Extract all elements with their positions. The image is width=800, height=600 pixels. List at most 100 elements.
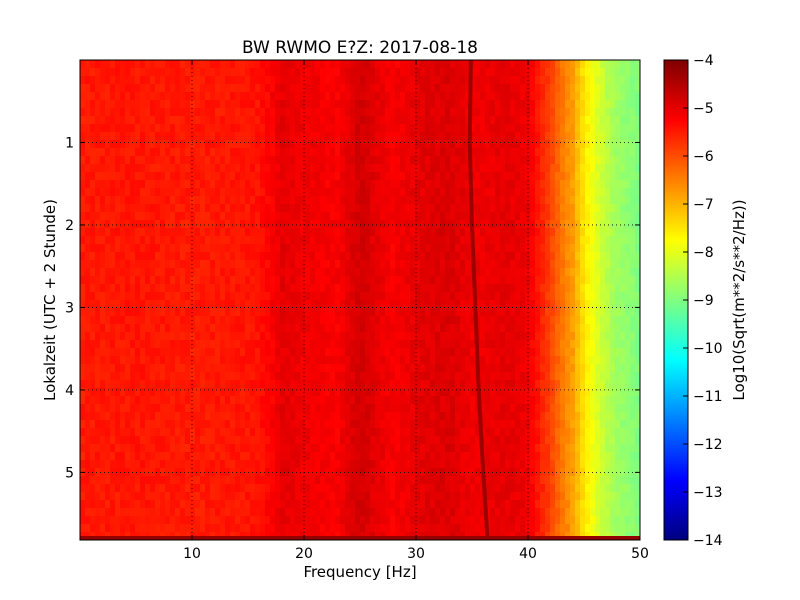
heatmap-cell (630, 396, 636, 405)
heatmap-cell (120, 116, 126, 125)
heatmap-cell (115, 332, 121, 341)
heatmap-cell (105, 356, 111, 365)
heatmap-cell (255, 252, 261, 261)
heatmap-cell (595, 380, 601, 389)
heatmap-cell (360, 396, 366, 405)
heatmap-cell (95, 116, 101, 125)
heatmap-cell (225, 116, 231, 125)
heatmap-cell (205, 316, 211, 325)
heatmap-cell (135, 260, 141, 269)
heatmap-cell (505, 156, 511, 165)
heatmap-cell (490, 140, 496, 149)
heatmap-cell (170, 332, 176, 341)
heatmap-cell (200, 212, 206, 221)
heatmap-cell (135, 76, 141, 85)
heatmap-cell (410, 244, 416, 253)
heatmap-cell (190, 356, 196, 365)
heatmap-cell (530, 180, 536, 189)
heatmap-cell (350, 404, 356, 413)
heatmap-cell (280, 372, 286, 381)
heatmap-cell (600, 236, 606, 245)
heatmap-cell (455, 244, 461, 253)
heatmap-cell (235, 100, 241, 109)
heatmap-cell (370, 332, 376, 341)
heatmap-cell (130, 396, 136, 405)
heatmap-cell (390, 76, 396, 85)
heatmap-cell (455, 148, 461, 157)
heatmap-cell (515, 228, 521, 237)
heatmap-cell (435, 308, 441, 317)
heatmap-cell (165, 92, 171, 101)
heatmap-cell (470, 324, 476, 333)
heatmap-cell (85, 300, 91, 309)
heatmap-cell (365, 276, 371, 285)
heatmap-cell (315, 292, 321, 301)
heatmap-cell (585, 76, 591, 85)
heatmap-cell (115, 356, 121, 365)
heatmap-cell (95, 188, 101, 197)
heatmap-cell (450, 364, 456, 373)
heatmap-cell (335, 268, 341, 277)
heatmap-cell (275, 300, 281, 309)
heatmap-cell (305, 84, 311, 93)
heatmap-cell (145, 140, 151, 149)
heatmap-cell (315, 116, 321, 125)
heatmap-cell (540, 84, 546, 93)
heatmap-cell (385, 308, 391, 317)
heatmap-cell (315, 164, 321, 173)
heatmap-cell (80, 180, 86, 189)
heatmap-cell (540, 348, 546, 357)
heatmap-cell (275, 116, 281, 125)
heatmap-cell (195, 172, 201, 181)
heatmap-cell (615, 164, 621, 173)
heatmap-cell (250, 284, 256, 293)
heatmap-cell (575, 68, 581, 77)
heatmap-cell (95, 332, 101, 341)
heatmap-cell (165, 284, 171, 293)
heatmap-cell (425, 108, 431, 117)
heatmap-cell (225, 236, 231, 245)
heatmap-cell (350, 388, 356, 397)
heatmap-cell (495, 364, 501, 373)
heatmap-cell (215, 100, 221, 109)
heatmap-cell (225, 164, 231, 173)
heatmap-cell (555, 236, 561, 245)
heatmap-cell (155, 212, 161, 221)
heatmap-cell (440, 172, 446, 181)
heatmap-cell (125, 356, 131, 365)
heatmap-cell (580, 156, 586, 165)
heatmap-cell (110, 92, 116, 101)
heatmap-cell (445, 252, 451, 261)
heatmap-cell (145, 388, 151, 397)
heatmap-cell (100, 100, 106, 109)
heatmap-cell (360, 164, 366, 173)
heatmap-cell (385, 348, 391, 357)
heatmap-cell (125, 388, 131, 397)
heatmap-cell (185, 108, 191, 117)
heatmap-cell (180, 164, 186, 173)
heatmap-cell (555, 196, 561, 205)
heatmap-cell (390, 204, 396, 213)
heatmap-cell (260, 220, 266, 229)
heatmap-cell (505, 348, 511, 357)
heatmap-cell (230, 316, 236, 325)
heatmap-cell (150, 404, 156, 413)
heatmap-cell (480, 396, 486, 405)
heatmap-cell (315, 132, 321, 141)
heatmap-cell (405, 340, 411, 349)
heatmap-cell (620, 196, 626, 205)
heatmap-cell (135, 388, 141, 397)
heatmap-cell (105, 244, 111, 253)
heatmap-cell (180, 228, 186, 237)
heatmap-cell (280, 340, 286, 349)
heatmap-cell (405, 228, 411, 237)
heatmap-cell (395, 308, 401, 317)
heatmap-cell (380, 204, 386, 213)
heatmap-cell (470, 308, 476, 317)
heatmap-cell (145, 196, 151, 205)
heatmap-cell (385, 84, 391, 93)
heatmap-cell (435, 108, 441, 117)
heatmap-cell (455, 380, 461, 389)
heatmap-cell (470, 132, 476, 141)
heatmap-cell (160, 252, 166, 261)
